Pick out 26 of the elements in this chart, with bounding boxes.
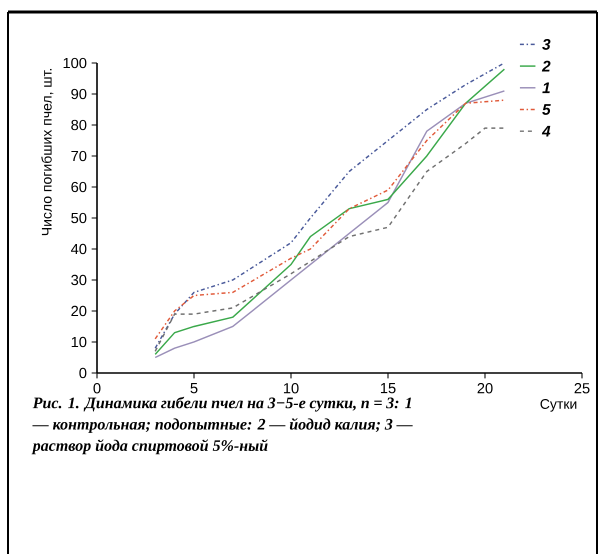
y-tick-label: 10 (72, 336, 86, 348)
text: Рис. 1. Динамика гибели пчел на 3−5-е сутки, n = 3: 1 — контрольная; подопытные: 2 — йодид калия; 3 — раствор йода спиртовой 5%-ный (32, 396, 413, 454)
line-series (154, 127, 506, 352)
y-axis-title: Число погибших пчел, шт. (41, 68, 54, 236)
x-tick-label: 10 (284, 383, 299, 394)
y-tick-label: 80 (71, 120, 86, 130)
y-tick-label: 30 (71, 274, 86, 286)
y-tick-label: 90 (71, 88, 86, 100)
y-tick-label: 0 (79, 368, 86, 378)
legend-label: 2 (542, 60, 550, 72)
x-tick-label: 15 (380, 383, 396, 394)
y-tick-label: 40 (70, 244, 86, 254)
y-tick-label: 70 (71, 150, 86, 162)
x-tick-label: 0 (93, 383, 100, 394)
y-tick-label: 50 (71, 212, 86, 224)
y-tick-label: 100 (64, 58, 86, 68)
legend-label: 3 (542, 38, 550, 50)
x-tick-label: 20 (478, 383, 493, 394)
x-tick-label: 5 (190, 383, 198, 394)
x-tick-label: 25 (574, 383, 590, 394)
legend-label: 5 (542, 104, 551, 115)
legend-label: 4 (542, 126, 550, 136)
y-tick-label: 20 (71, 306, 86, 316)
legend-label: 1 (542, 82, 550, 94)
x-axis-title: Сутки (540, 399, 576, 412)
y-tick-label: 60 (71, 182, 86, 192)
